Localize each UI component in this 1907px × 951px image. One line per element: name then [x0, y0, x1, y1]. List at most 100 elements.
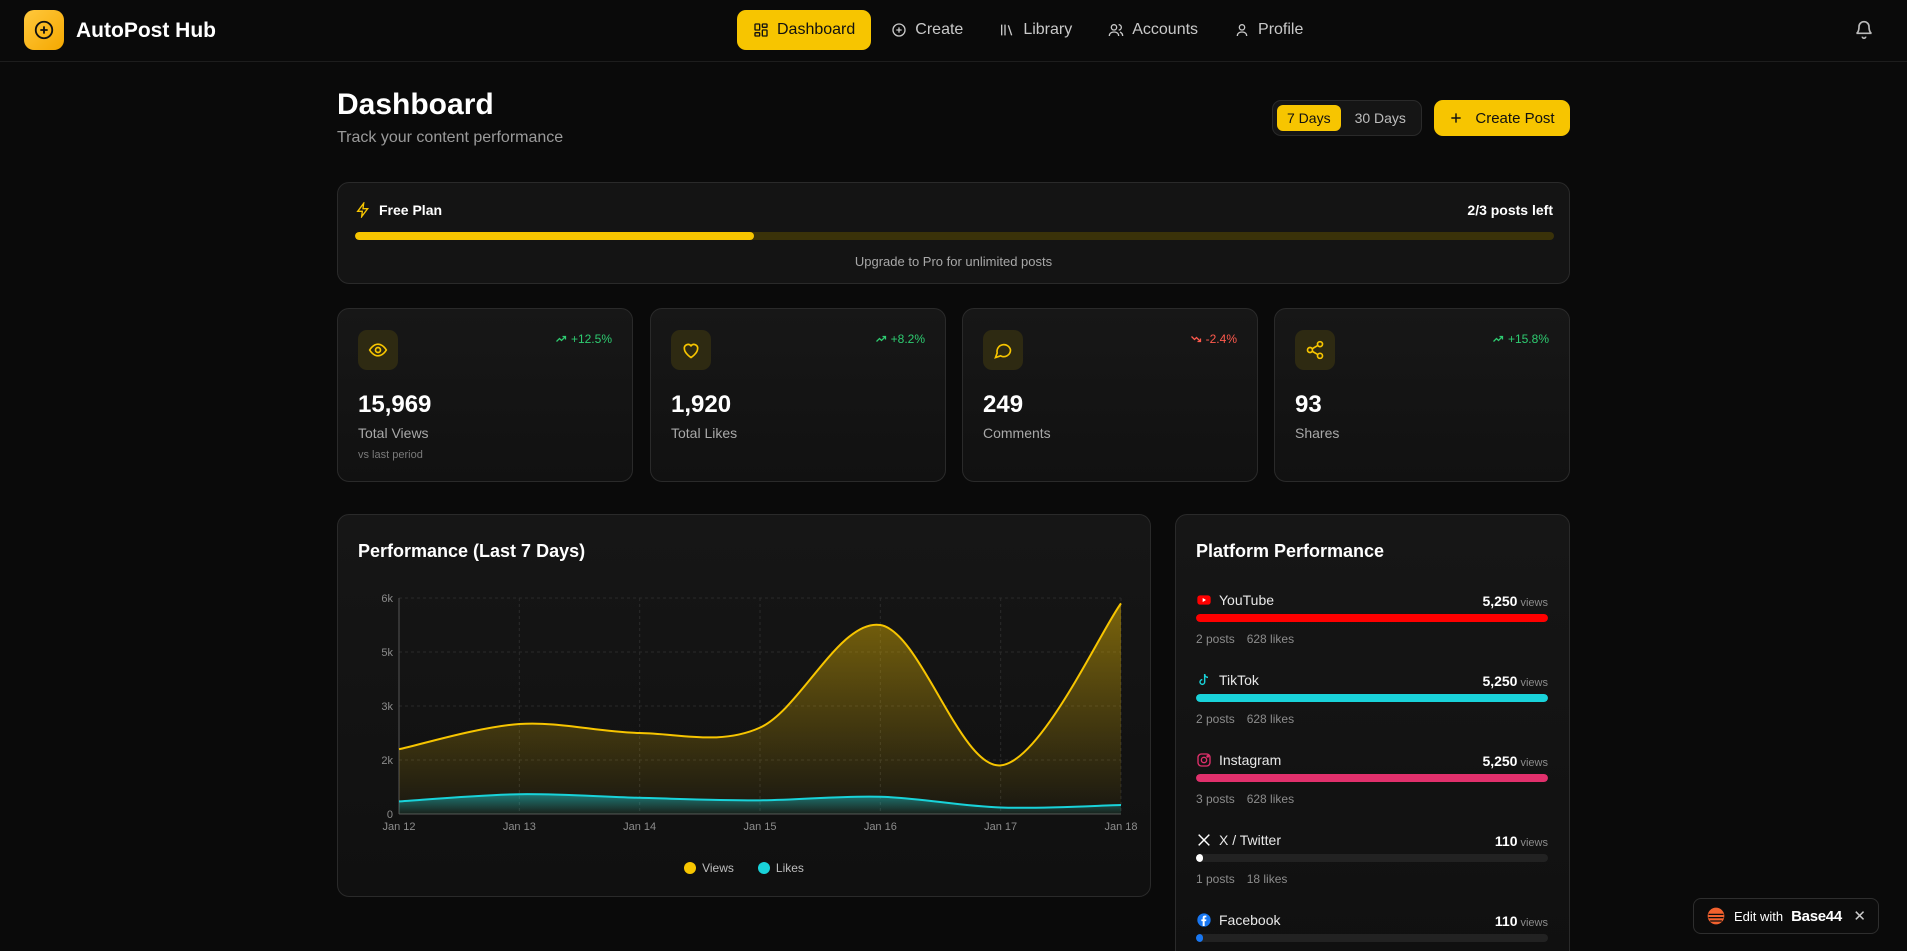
platform-posts: 2 posts: [1196, 632, 1235, 646]
platform-views: 5,250 views: [1482, 753, 1548, 769]
platform-row-instagram[interactable]: Instagram 5,250 views 3 posts 628 likes: [1196, 752, 1548, 822]
page-title: Dashboard: [337, 88, 494, 121]
nav-item-dashboard[interactable]: Dashboard: [737, 10, 872, 50]
trend-up-icon: [1493, 335, 1504, 342]
performance-title: Performance (Last 7 Days): [358, 541, 586, 561]
legend-dot: [684, 862, 697, 874]
platform-meta: 2 posts 628 likes: [1196, 712, 1294, 726]
platform-bar: [1196, 614, 1548, 622]
nav-label: Accounts: [1132, 21, 1199, 38]
stat-note: vs last period: [358, 449, 423, 461]
nav-item-create[interactable]: Create: [875, 10, 979, 50]
stat-value: 249: [983, 391, 1024, 418]
user-icon: [1236, 24, 1248, 37]
stat-label: Comments: [983, 425, 1051, 441]
x-tick-label: Jan 16: [864, 821, 897, 833]
facebook-icon: [1197, 913, 1211, 927]
platform-name: Facebook: [1196, 912, 1280, 928]
platform-bar-fill: [1196, 774, 1548, 782]
platform-posts: 2 posts: [1196, 712, 1235, 726]
performance-card: 0 2k 3k 5k 6k Jan 12 Jan 13 Jan 14 Jan 15 Jan 16 J…: [337, 514, 1151, 897]
lightning-icon: [356, 202, 369, 218]
grid-icon: [754, 23, 768, 37]
views-unit: views: [1520, 677, 1548, 689]
stat-change: +8.2%: [875, 332, 925, 346]
trend-up-icon: [875, 335, 886, 342]
stat-icon-wrap: [358, 330, 398, 370]
legend-item-views[interactable]: Views: [684, 861, 734, 875]
platform-name: TikTok: [1196, 672, 1259, 688]
nav-label: Create: [915, 21, 964, 38]
platform-name-label: Instagram: [1219, 752, 1282, 768]
platform-name-label: Facebook: [1219, 912, 1281, 928]
legend-label: Likes: [775, 861, 804, 875]
stat-card-views: +12.5% 15,969 Total Views vs last period: [337, 308, 633, 482]
platform-title: Platform Performance: [1196, 541, 1385, 561]
upgrade-note[interactable]: Upgrade to Pro for unlimited posts: [854, 254, 1053, 269]
legend-item-likes[interactable]: Likes: [757, 861, 804, 875]
plus-icon: [1451, 113, 1462, 123]
stat-change-value: +8.2%: [890, 332, 925, 346]
posts-remaining: 2/3 posts left: [1467, 202, 1553, 218]
stat-value: 15,969: [358, 391, 432, 418]
platform-views: 110 views: [1495, 913, 1548, 929]
nav-item-library[interactable]: Library: [983, 10, 1088, 50]
close-icon[interactable]: ✕: [1853, 908, 1866, 925]
range-7-days-button[interactable]: 7 Days: [1277, 105, 1341, 131]
plan-card: Free Plan 2/3 posts left Upgrade to Pro …: [337, 182, 1570, 284]
trend-up-icon: [556, 335, 567, 342]
platform-name-label: YouTube: [1219, 592, 1275, 608]
platform-meta: 3 posts 628 likes: [1196, 792, 1294, 806]
platform-views-value: 5,250: [1482, 593, 1518, 609]
platform-views: 110 views: [1495, 833, 1548, 849]
stat-icon-wrap: [671, 330, 711, 370]
plan-name-label: Free Plan: [379, 202, 443, 218]
series-area-views: [399, 603, 1121, 814]
app-logo[interactable]: [24, 10, 64, 50]
platform-performance-card: Platform Performance YouTube 5,250 views …: [1175, 514, 1570, 951]
stat-value: 93: [1295, 391, 1322, 418]
share-icon: [1306, 340, 1324, 360]
platform-bar-fill: [1196, 934, 1204, 942]
platform-bar-fill: [1196, 694, 1548, 702]
stat-change-value: +15.8%: [1507, 332, 1549, 346]
performance-chart: 0 2k 3k 5k 6k Jan 12 Jan 13 Jan 14 Jan 15 Jan 16 J…: [381, 593, 1137, 833]
platform-name: Instagram: [1196, 752, 1281, 768]
date-range-toggle: 7 Days 30 Days: [1272, 100, 1422, 136]
create-post-button[interactable]: Create Post: [1434, 100, 1570, 136]
legend-dot: [757, 862, 770, 874]
views-unit: views: [1520, 917, 1548, 929]
legend-label: Views: [702, 861, 734, 875]
stat-label: Total Likes: [671, 425, 738, 441]
top-header: AutoPost Hub Dashboard Create Library Ac…: [0, 0, 1907, 62]
x-tick-label: Jan 18: [1104, 821, 1137, 833]
stat-card-comments: -2.4% 249 Comments: [962, 308, 1258, 482]
platform-bar: [1196, 854, 1548, 862]
platform-row-x-twitter[interactable]: X / Twitter 110 views 1 posts 18 likes: [1196, 832, 1548, 902]
range-30-days-button[interactable]: 30 Days: [1354, 110, 1406, 126]
stat-change-value: +12.5%: [570, 332, 612, 346]
bell-icon[interactable]: [1854, 20, 1874, 40]
platform-row-tiktok[interactable]: TikTok 5,250 views 2 posts 628 likes: [1196, 672, 1548, 742]
y-tick-label: 3k: [381, 701, 393, 713]
series-line-views: [398, 602, 1122, 767]
views-unit: views: [1520, 597, 1548, 609]
stat-label: Shares: [1295, 425, 1340, 441]
eye-icon: [368, 343, 388, 357]
nav-item-accounts[interactable]: Accounts: [1092, 10, 1214, 50]
stat-card-likes: +8.2% 1,920 Total Likes: [650, 308, 946, 482]
x-tick-label: Jan 14: [623, 821, 656, 833]
views-unit: views: [1520, 837, 1548, 849]
platform-views: 5,250 views: [1482, 673, 1548, 689]
instagram-icon: [1197, 753, 1211, 767]
nav-item-profile[interactable]: Profile: [1218, 10, 1319, 50]
platform-posts: 1 posts: [1196, 872, 1235, 886]
stat-change: -2.4%: [1190, 332, 1237, 346]
edit-with-base44-badge[interactable]: Edit with Base44 ✕: [1693, 898, 1879, 934]
y-tick-label: 0: [387, 809, 393, 821]
platform-likes: 18 likes: [1246, 872, 1288, 886]
plus-circle-icon: [892, 23, 906, 37]
plus-circle-icon: [34, 20, 54, 40]
platform-row-facebook[interactable]: Facebook 110 views: [1196, 912, 1548, 951]
platform-row-youtube[interactable]: YouTube 5,250 views 2 posts 628 likes: [1196, 592, 1548, 662]
